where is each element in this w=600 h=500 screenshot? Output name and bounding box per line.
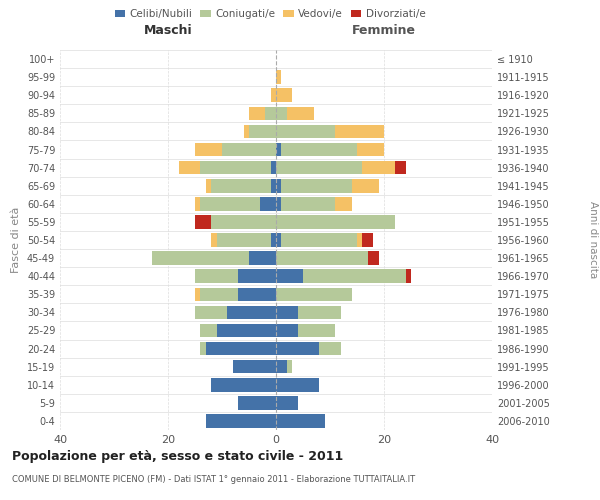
Bar [276, 124, 335, 138]
Bar [206, 342, 276, 355]
Bar [195, 142, 222, 156]
Bar [195, 215, 211, 228]
Bar [276, 378, 319, 392]
Text: Anni di nascita: Anni di nascita [588, 202, 598, 278]
Text: Femmine: Femmine [352, 24, 416, 38]
Bar [211, 378, 276, 392]
Bar [249, 124, 276, 138]
Bar [357, 233, 362, 247]
Text: Popolazione per età, sesso e stato civile - 2011: Popolazione per età, sesso e stato civil… [12, 450, 343, 463]
Bar [200, 197, 260, 210]
Bar [238, 270, 276, 283]
Bar [276, 233, 281, 247]
Bar [298, 324, 335, 338]
Bar [227, 306, 276, 319]
Bar [281, 179, 352, 192]
Bar [195, 288, 200, 301]
Bar [211, 179, 271, 192]
Bar [276, 324, 298, 338]
Text: COMUNE DI BELMONTE PICENO (FM) - Dati ISTAT 1° gennaio 2011 - Elaborazione TUTTA: COMUNE DI BELMONTE PICENO (FM) - Dati IS… [12, 475, 415, 484]
Bar [298, 306, 341, 319]
Bar [303, 270, 406, 283]
Bar [276, 70, 281, 84]
Bar [271, 233, 276, 247]
Bar [195, 197, 200, 210]
Bar [233, 360, 276, 374]
Bar [281, 142, 357, 156]
Bar [200, 342, 206, 355]
Bar [276, 360, 287, 374]
Bar [335, 124, 384, 138]
Bar [271, 88, 276, 102]
Bar [179, 161, 200, 174]
Bar [276, 106, 287, 120]
Bar [200, 161, 271, 174]
Bar [238, 288, 276, 301]
Bar [271, 179, 276, 192]
Y-axis label: Fasce di età: Fasce di età [11, 207, 21, 273]
Bar [260, 197, 276, 210]
Bar [368, 252, 379, 265]
Bar [276, 197, 281, 210]
Bar [265, 106, 276, 120]
Bar [287, 106, 314, 120]
Bar [276, 306, 298, 319]
Bar [287, 360, 292, 374]
Bar [319, 342, 341, 355]
Bar [152, 252, 249, 265]
Bar [206, 179, 211, 192]
Bar [281, 197, 335, 210]
Bar [206, 414, 276, 428]
Bar [249, 106, 265, 120]
Bar [200, 324, 217, 338]
Bar [276, 215, 395, 228]
Bar [244, 124, 249, 138]
Bar [276, 142, 281, 156]
Bar [357, 142, 384, 156]
Bar [249, 252, 276, 265]
Bar [335, 197, 352, 210]
Bar [406, 270, 411, 283]
Bar [276, 288, 352, 301]
Bar [395, 161, 406, 174]
Bar [211, 215, 276, 228]
Bar [276, 252, 368, 265]
Bar [200, 288, 238, 301]
Bar [195, 270, 238, 283]
Bar [276, 179, 281, 192]
Bar [238, 396, 276, 409]
Bar [211, 233, 217, 247]
Text: Maschi: Maschi [143, 24, 193, 38]
Bar [362, 161, 395, 174]
Bar [271, 161, 276, 174]
Bar [195, 306, 227, 319]
Bar [362, 233, 373, 247]
Bar [276, 161, 362, 174]
Bar [276, 396, 298, 409]
Bar [276, 270, 303, 283]
Legend: Celibi/Nubili, Coniugati/e, Vedovi/e, Divorziati/e: Celibi/Nubili, Coniugati/e, Vedovi/e, Di… [110, 5, 430, 24]
Bar [222, 142, 276, 156]
Bar [276, 414, 325, 428]
Bar [217, 324, 276, 338]
Bar [352, 179, 379, 192]
Bar [276, 88, 292, 102]
Bar [281, 233, 357, 247]
Bar [276, 342, 319, 355]
Bar [217, 233, 271, 247]
